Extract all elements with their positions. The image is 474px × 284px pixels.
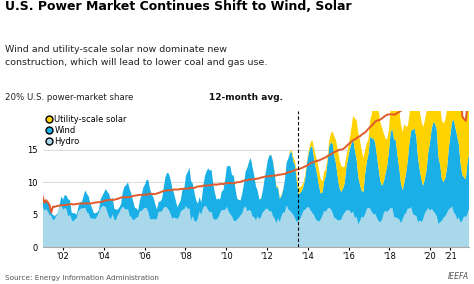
Text: IEEFA: IEEFA: [448, 272, 469, 281]
Text: Source: Energy Information Administration: Source: Energy Information Administratio…: [5, 275, 159, 281]
Text: 20% U.S. power-market share: 20% U.S. power-market share: [5, 93, 133, 102]
Text: U.S. Power Market Continues Shift to Wind, Solar: U.S. Power Market Continues Shift to Win…: [5, 0, 351, 13]
Text: Wind and utility-scale solar now dominate new
construction, which will lead to l: Wind and utility-scale solar now dominat…: [5, 45, 267, 66]
Text: 12-month avg.: 12-month avg.: [209, 93, 283, 102]
Legend: Utility-scale solar, Wind, Hydro: Utility-scale solar, Wind, Hydro: [45, 113, 128, 148]
